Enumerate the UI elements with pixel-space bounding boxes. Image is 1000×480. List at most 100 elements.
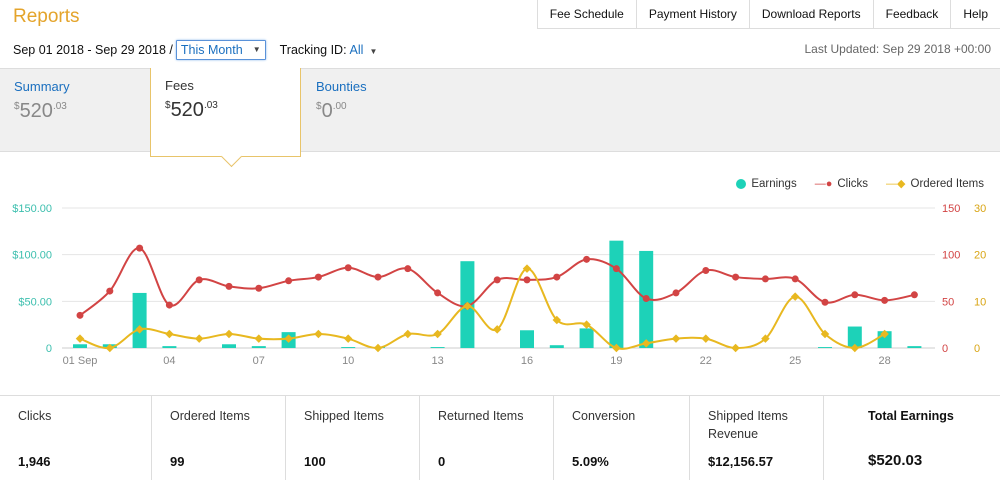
tab-bounties[interactable]: Bounties $0.00 [302, 69, 452, 153]
amount-whole: 520 [170, 99, 204, 121]
stat-value: $520.03 [868, 452, 923, 469]
ordered-items-point [671, 334, 681, 343]
ordered-items-point [463, 301, 472, 311]
earnings-bar [251, 346, 266, 348]
clicks-point [314, 273, 322, 281]
earnings-bar [430, 347, 445, 348]
stats-row: Clicks 1,946 Ordered Items 99 Shipped It… [0, 395, 1000, 480]
earnings-bar [520, 330, 534, 348]
earnings-bar [907, 346, 922, 348]
nav-fee-schedule[interactable]: Fee Schedule [538, 0, 637, 28]
clicks-point [344, 264, 352, 272]
clicks-point [612, 265, 620, 273]
tracking-label: Tracking ID: [279, 43, 347, 57]
x-tick-label: 07 [253, 355, 265, 367]
stat-label: Shipped Items Revenue [708, 409, 788, 441]
tab-label: Fees [165, 78, 194, 93]
clicks-point [106, 287, 114, 295]
tab-summary[interactable]: Summary $520.03 [0, 69, 150, 153]
stat-value: 99 [170, 454, 185, 469]
tab-amount: $520.03 [14, 100, 67, 122]
stat-label: Clicks [18, 409, 52, 423]
earnings-dot-icon [736, 178, 747, 189]
clicks-point [165, 301, 173, 309]
stat-label: Conversion [572, 409, 636, 423]
clicks-line-icon: —● [814, 177, 833, 190]
y-mid-tick-label: 0 [942, 343, 948, 355]
stat-shipped-revenue: Shipped Items Revenue $12,156.57 [690, 396, 824, 480]
clicks-point [76, 311, 84, 319]
stat-shipped-items: Shipped Items 100 [286, 396, 420, 480]
earnings-bar [579, 328, 594, 348]
x-tick-label: 16 [521, 355, 533, 367]
date-range: Sep 01 2018 - Sep 29 2018 / [13, 43, 173, 57]
nav-feedback[interactable]: Feedback [874, 0, 952, 28]
earnings-bar [549, 345, 564, 348]
clicks-point [791, 275, 799, 283]
clicks-point [672, 289, 680, 297]
stat-label: Returned Items [438, 409, 524, 423]
ordered-items-point [314, 329, 323, 339]
stat-value: 0 [438, 454, 446, 469]
x-tick-label: 10 [342, 355, 354, 367]
ordered-items-point [433, 329, 442, 339]
ordered-items-point [75, 334, 85, 343]
tab-fees[interactable]: Fees $520.03 [150, 68, 301, 168]
legend-ordered-items[interactable]: —◆ Ordered Items [886, 177, 984, 191]
nav-download-reports[interactable]: Download Reports [750, 0, 874, 28]
ordered-line-icon: —◆ [886, 178, 906, 190]
y-left-tick-label: $100.00 [12, 250, 52, 262]
ordered-items-point [284, 334, 293, 343]
ordered-items-line [79, 267, 886, 350]
top-nav: Fee Schedule Payment History Download Re… [536, 0, 1000, 29]
legend-label: Earnings [751, 177, 797, 190]
clicks-point [195, 276, 203, 284]
amount-cents: 03 [55, 101, 67, 112]
stat-returned-items: Returned Items 0 [420, 396, 554, 480]
ordered-items-point [135, 325, 144, 334]
amount-cents: 00 [335, 101, 347, 112]
clicks-point [851, 291, 859, 299]
clicks-point [285, 277, 293, 285]
tracking-id-select[interactable]: Tracking ID: All ▼ [280, 43, 378, 57]
nav-help[interactable]: Help [963, 7, 988, 21]
clicks-point [404, 265, 412, 273]
y-right-tick-label: 0 [974, 343, 980, 355]
ordered-items-point [880, 329, 889, 339]
clicks-point [702, 267, 710, 275]
y-left-tick-label: 0 [46, 343, 52, 355]
period-select[interactable]: This Month ▼ [175, 40, 266, 60]
y-mid-tick-label: 50 [942, 296, 954, 308]
ordered-items-point [731, 343, 740, 353]
tab-label: Bounties [316, 79, 367, 94]
legend-earnings[interactable]: Earnings [736, 177, 797, 190]
currency-symbol: $ [165, 100, 171, 111]
report-header: Reports Fee Schedule Payment History Dow… [0, 0, 1000, 68]
tracking-value: All [349, 43, 364, 57]
ordered-items-point [194, 334, 204, 343]
clicks-point [434, 289, 442, 297]
ordered-items-point [224, 329, 234, 339]
clicks-point [225, 282, 233, 290]
amount-whole: 0 [321, 100, 333, 122]
x-tick-label: 04 [163, 355, 175, 367]
stat-value: 5.09% [572, 454, 609, 469]
legend-clicks[interactable]: —● Clicks [815, 177, 868, 190]
ordered-items-point [403, 329, 413, 339]
x-tick-label: 28 [878, 355, 890, 367]
clicks-point [910, 291, 918, 299]
y-right-tick-label: 30 [974, 203, 986, 215]
clicks-point [493, 276, 501, 284]
ordered-items-point [790, 292, 800, 301]
clicks-point [255, 284, 263, 292]
clicks-point [821, 298, 829, 306]
chevron-down-icon: ▼ [252, 45, 261, 54]
date-filter-row: Sep 01 2018 - Sep 29 2018 / This Month ▼… [13, 40, 377, 60]
currency-symbol: $ [316, 101, 322, 112]
chart-svg: $150.00 150 30$100.00 100 20$50.00 50 100 0 001 … [12, 203, 986, 367]
ordered-items-point [254, 334, 264, 343]
stat-value: $12,156.57 [708, 454, 774, 469]
earnings-bar [162, 346, 177, 348]
earnings-bar [847, 326, 862, 348]
nav-payment-history[interactable]: Payment History [637, 0, 750, 28]
